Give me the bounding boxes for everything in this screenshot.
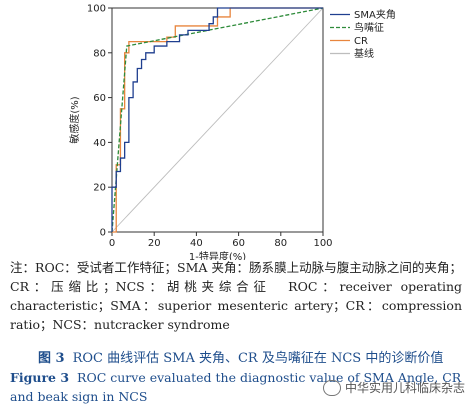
- x-tick-label: 60: [232, 238, 245, 249]
- journal-watermark: 中华实用儿科临床杂志: [322, 379, 465, 396]
- figure-note: 注：ROC：受试者工作特征；SMA 夹角：肠系膜上动脉与腹主动脉之间的夹角；CR…: [10, 258, 462, 334]
- y-tick-label: 20: [93, 183, 106, 194]
- series-line-3: [111, 7, 324, 233]
- y-tick-label: 60: [93, 93, 106, 104]
- x-tick-label: 0: [109, 238, 115, 249]
- caption-cn-text: ROC 曲线评估 SMA 夹角、CR 及鸟嘴征在 NCS 中的诊断价值: [72, 351, 444, 366]
- legend-label-1: 鸟嘴征: [354, 21, 384, 34]
- y-tick-label: 100: [87, 4, 106, 15]
- note-text: 注：ROC：受试者工作特征；SMA 夹角：肠系膜上动脉与腹主动脉之间的夹角；CR…: [10, 260, 462, 332]
- series-line-1: [111, 7, 324, 233]
- x-tick-label: 40: [190, 238, 203, 249]
- y-tick-label: 0: [100, 228, 106, 239]
- legend-label-2: CR: [354, 36, 368, 47]
- y-tick-label: 40: [93, 138, 106, 149]
- x-tick-label: 80: [274, 238, 287, 249]
- y-tick-label: 80: [93, 48, 106, 59]
- caption-english: Figure 3 ROC curve evaluated the diagnost…: [10, 368, 465, 406]
- legend-label-0: SMA夹角: [354, 8, 396, 21]
- x-tick-label: 100: [313, 238, 332, 249]
- watermark-text: 中华实用儿科临床杂志: [344, 381, 465, 395]
- roc-chart: 0 20 40 60 80 100 0 20 40 60 80 100 1-特异度(%) 敏感度(%) SM…: [68, 4, 396, 261]
- caption-cn-label: 图 3: [38, 351, 65, 366]
- series-line-2: [112, 7, 323, 233]
- series-line-0: [111, 7, 323, 232]
- legend-label-3: 基线: [354, 47, 374, 60]
- wechat-icon: [322, 379, 341, 396]
- caption-en-label: Figure 3: [10, 370, 70, 385]
- y-axis-label: 敏感度(%): [68, 96, 81, 143]
- x-tick-label: 20: [148, 238, 161, 249]
- caption-chinese: 图 3 ROC 曲线评估 SMA 夹角、CR 及鸟嘴征在 NCS 中的诊断价值: [38, 347, 443, 366]
- x-axis-label: 1-特异度(%): [189, 250, 246, 260]
- caption-en-text: ROC curve evaluated the diagnostic value…: [10, 370, 462, 404]
